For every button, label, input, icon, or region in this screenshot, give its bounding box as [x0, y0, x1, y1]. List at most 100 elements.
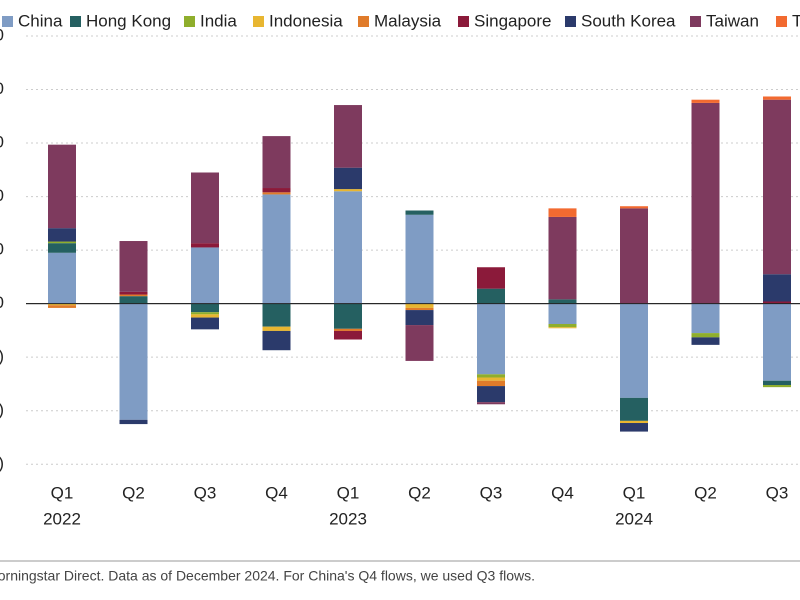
bar-segment	[119, 294, 148, 297]
bar-segment	[262, 303, 291, 327]
bar-segment	[119, 241, 148, 292]
legend-swatch	[358, 16, 369, 27]
legend-label: Taiwan	[706, 11, 759, 30]
x-tick-label: Q2	[122, 483, 145, 502]
bar-segment	[262, 188, 291, 193]
bar-segment	[477, 288, 505, 304]
bar-segment	[405, 210, 434, 215]
bar-segment	[620, 397, 648, 421]
bar-segment	[334, 328, 362, 331]
bar-segment	[763, 96, 791, 100]
legend-label: Hong Kong	[86, 11, 171, 30]
y-tick-label: 40	[0, 79, 4, 98]
bar-segment	[48, 305, 76, 308]
bar-segment	[691, 99, 720, 103]
x-year-label: 2022	[43, 509, 81, 528]
legend-swatch	[70, 16, 81, 27]
x-tick-label: Q3	[480, 483, 503, 502]
x-tick-label: Q1	[51, 483, 74, 502]
bar-segment	[548, 323, 577, 328]
bar-segment	[262, 136, 291, 189]
bar-segment	[405, 303, 434, 308]
bar-segment	[763, 385, 791, 388]
y-tick-label: 0	[0, 293, 4, 312]
x-tick-label: Q2	[694, 483, 717, 502]
bar-segment	[191, 243, 219, 248]
bar-segment	[48, 303, 76, 306]
legend-swatch	[690, 16, 701, 27]
legend-label: China	[18, 11, 63, 30]
legend-label: India	[200, 11, 237, 30]
bar-segment	[334, 167, 362, 190]
bar-segment	[691, 333, 720, 338]
bar-segment	[48, 252, 76, 304]
legend-label: Indonesia	[269, 11, 343, 30]
bar-segment	[763, 301, 791, 304]
legend-swatch	[565, 16, 576, 27]
bar-segment	[620, 206, 648, 209]
bar-segment	[691, 337, 720, 345]
bar-segment	[334, 303, 362, 329]
bar-segment	[334, 330, 362, 340]
x-tick-label: Q4	[265, 483, 288, 502]
bar-segment	[477, 386, 505, 403]
bar-segment	[620, 208, 648, 304]
legend-swatch	[184, 16, 195, 27]
bar-segment	[477, 402, 505, 405]
x-tick-label: Q3	[766, 483, 789, 502]
bar-segment	[548, 299, 577, 304]
bar-segment	[405, 325, 434, 361]
bar-segment	[620, 420, 648, 424]
bar-segment	[477, 303, 505, 375]
x-tick-label: Q2	[408, 483, 431, 502]
bar-segment	[334, 105, 362, 168]
bar-segment	[48, 243, 76, 253]
bar-segment	[119, 291, 148, 295]
bar-segment	[691, 303, 720, 334]
bar-segment	[763, 274, 791, 302]
bar-segment	[334, 189, 362, 192]
bar-segment	[262, 194, 291, 304]
bar-segment	[405, 307, 434, 311]
legend-label: South Korea	[581, 11, 676, 30]
bar-segment	[620, 423, 648, 432]
legend-swatch	[776, 16, 787, 27]
legend-swatch	[253, 16, 264, 27]
bar-segment	[548, 327, 577, 329]
bar-segment	[548, 208, 577, 217]
x-year-label: 2023	[329, 509, 367, 528]
bar-segment	[548, 216, 577, 300]
y-tick-label: 10	[0, 240, 4, 259]
x-tick-label: Q4	[551, 483, 574, 502]
bar-segment	[262, 326, 291, 331]
bar-segment	[48, 228, 76, 242]
legend-label: Malaysia	[374, 11, 442, 30]
y-tick-label: (10)	[0, 347, 4, 366]
legend-swatch	[2, 16, 13, 27]
bar-segment	[191, 317, 219, 330]
x-tick-label: Q1	[337, 483, 360, 502]
y-tick-label: (20)	[0, 400, 4, 419]
bar-segment	[477, 377, 505, 381]
x-tick-label: Q3	[194, 483, 217, 502]
x-tick-label: Q1	[623, 483, 646, 502]
y-tick-label: 20	[0, 186, 4, 205]
y-tick-label: (30)	[0, 454, 4, 473]
y-tick-label: 50	[0, 25, 4, 44]
bar-segment	[191, 303, 219, 313]
bar-segment	[262, 330, 291, 351]
bar-segment	[477, 374, 505, 378]
bar-segment	[191, 172, 219, 244]
bar-segment	[119, 296, 148, 304]
bar-segment	[334, 191, 362, 304]
legend-label: Singapore	[474, 11, 552, 30]
bar-segment	[477, 267, 505, 289]
bar-segment	[477, 380, 505, 387]
bar-segment	[119, 303, 148, 420]
legend-swatch	[458, 16, 469, 27]
y-tick-label: 30	[0, 133, 4, 152]
bar-segment	[620, 303, 648, 398]
legend-label: Thailand	[792, 11, 800, 30]
